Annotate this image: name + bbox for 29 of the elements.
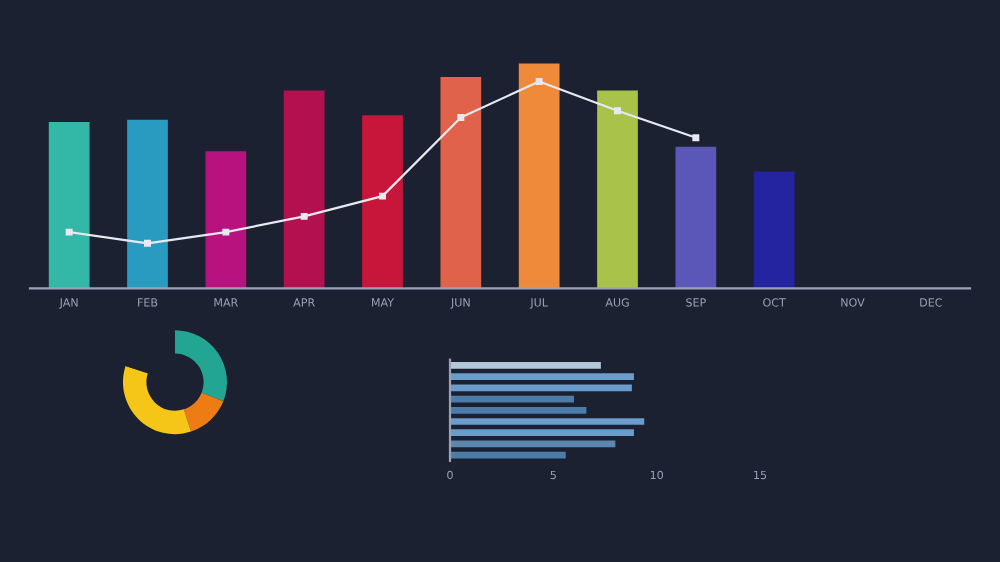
bar	[450, 406, 587, 414]
bar	[597, 90, 638, 289]
bar	[362, 115, 403, 289]
bar	[450, 384, 632, 392]
point	[692, 134, 700, 142]
bar	[48, 121, 90, 289]
bar	[450, 418, 645, 425]
point	[379, 192, 386, 200]
bar	[283, 90, 325, 289]
bar	[518, 63, 560, 289]
bar	[450, 361, 601, 369]
donut-slice	[175, 330, 227, 402]
point	[535, 78, 543, 85]
bar	[127, 119, 168, 289]
bar	[450, 451, 566, 459]
point	[65, 228, 73, 236]
bar	[450, 429, 634, 437]
donut-slice	[123, 366, 192, 435]
bar	[205, 151, 247, 289]
point	[300, 212, 308, 220]
bar	[753, 171, 795, 289]
point	[222, 228, 230, 236]
donut-slice	[183, 392, 224, 432]
bar	[675, 146, 717, 289]
bar	[450, 373, 634, 380]
point	[614, 107, 621, 115]
bar	[440, 76, 482, 289]
point	[457, 113, 465, 121]
point	[144, 239, 151, 247]
